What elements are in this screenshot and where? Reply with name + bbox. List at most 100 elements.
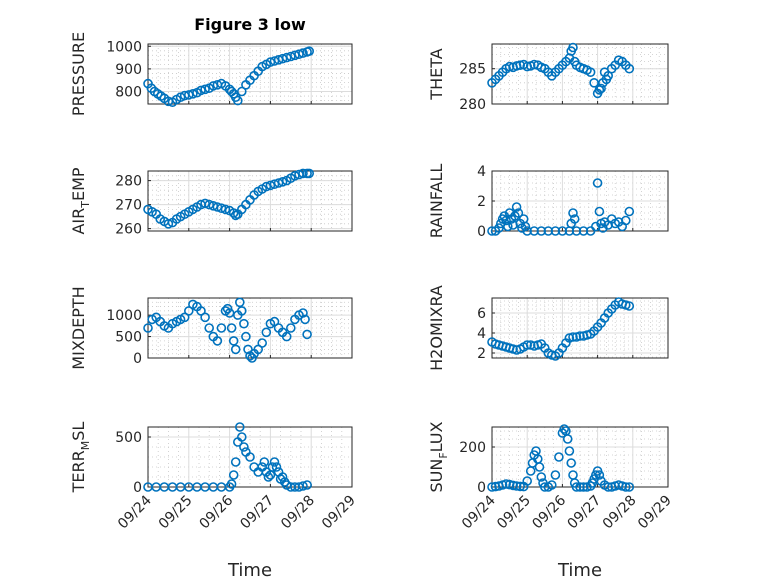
pressure-axes: 800 900 1000 PRESSURE Figure 3 low (69, 15, 353, 116)
axes-box (147, 43, 353, 105)
data-point (204, 323, 214, 333)
data-point (546, 480, 557, 490)
data-point (575, 482, 585, 492)
y-tick-label: 0 (133, 480, 142, 496)
x-tick-label: 09/28 (278, 493, 318, 533)
y-tick-label: 800 (115, 85, 142, 101)
mixdepth-axes: 0 500 1000 MIXDEPTH (69, 286, 353, 370)
x-tick-label: 09/26 (197, 492, 237, 532)
data-point (569, 214, 580, 224)
data-point (520, 221, 531, 232)
data-point (239, 442, 249, 452)
data-point (259, 457, 270, 467)
data-point (237, 86, 247, 97)
data-point (620, 482, 631, 492)
x-tick-label: 09/24 (115, 492, 155, 532)
y-tick-label: 280 (115, 174, 142, 190)
y-tick-label: 4 (477, 326, 486, 342)
data-point (564, 446, 575, 456)
y-tick-label: 0 (477, 480, 486, 496)
data-point (550, 470, 561, 480)
data-point (624, 63, 635, 74)
data-point (204, 199, 214, 210)
data-point (511, 202, 522, 212)
data-point (504, 208, 515, 218)
data-point (226, 323, 237, 333)
data-point (200, 198, 210, 209)
data-point (522, 340, 533, 350)
data-point (571, 226, 582, 236)
data-point (216, 323, 227, 333)
data-point (230, 344, 241, 355)
data-point (508, 480, 518, 491)
y-tick-label: 2 (477, 194, 486, 210)
data-point (285, 323, 296, 333)
y-tick-label: 6 (477, 306, 486, 322)
data-point (302, 329, 312, 340)
x-tick-label: 09/25 (156, 493, 196, 533)
data-point (585, 67, 596, 77)
data-point (241, 331, 251, 342)
data-point (269, 457, 280, 467)
axes-box (491, 43, 669, 105)
y-tick-label: 1000 (106, 308, 142, 324)
data-point (575, 331, 585, 341)
data-point (562, 434, 573, 444)
x-tick-label: 09/25 (494, 493, 534, 533)
data-point (559, 424, 570, 434)
y-tick-label: 500 (115, 430, 142, 446)
y-axis-label: THETA (427, 48, 446, 100)
data-point (624, 482, 635, 492)
data-point (522, 476, 533, 486)
data-point (543, 226, 554, 236)
data-point (261, 181, 272, 192)
x-tick-label: 09/27 (237, 493, 277, 533)
air-temp-axes: 260 270 280 AIRTEMP (69, 167, 353, 238)
y-tick-label: 280 (459, 97, 486, 113)
axes-box (147, 170, 353, 232)
x-tick-label: 09/28 (600, 493, 640, 533)
y-tick-label: 4 (477, 164, 486, 180)
data-point (220, 204, 231, 215)
y-axis-label: AIRTEMP (69, 167, 92, 234)
data-point (504, 61, 515, 72)
data-point (525, 466, 536, 476)
data-point (594, 206, 605, 217)
axes-box (147, 297, 353, 359)
data-point (603, 482, 614, 492)
data-point (230, 457, 241, 467)
y-tick-label: 2 (477, 346, 486, 362)
data-point (265, 180, 276, 191)
terr-msl-axes: 0 500 TERRMSL 09/24 09/25 09/26 09/27 09/28 09/2… (69, 422, 359, 581)
data-point (513, 208, 524, 218)
data-point (239, 318, 249, 329)
data-point (277, 472, 288, 482)
data-point (522, 226, 533, 236)
data-point (257, 338, 268, 348)
data-point (226, 479, 237, 489)
data-point (620, 215, 631, 226)
data-point (568, 208, 578, 218)
y-tick-label: 0 (477, 224, 486, 240)
data-point (277, 177, 288, 187)
y-tick-label: 1000 (106, 39, 142, 55)
data-point (163, 219, 174, 229)
y-axis-label: H2OMIXRA (427, 285, 446, 371)
x-tick-label: 09/29 (319, 493, 359, 533)
figure-title: Figure 3 low (194, 15, 306, 34)
data-point (589, 78, 599, 88)
y-tick-label: 260 (115, 222, 142, 238)
data-point (298, 481, 308, 491)
y-tick-label: 900 (115, 62, 142, 78)
data-point (529, 226, 540, 236)
sun-flux-axes: 0 200 SUNFLUX 09/2409/2509/2609/2709/2809/2… (427, 421, 675, 581)
data-point (578, 226, 589, 236)
data-point (184, 306, 194, 316)
data-point (554, 452, 564, 462)
data-point (568, 332, 578, 342)
y-tick-label: 0 (133, 351, 142, 367)
data-point (596, 83, 606, 94)
y-axis-label: PRESSURE (69, 32, 88, 116)
x-tick-label: 09/27 (565, 493, 605, 533)
data-point (487, 482, 497, 492)
